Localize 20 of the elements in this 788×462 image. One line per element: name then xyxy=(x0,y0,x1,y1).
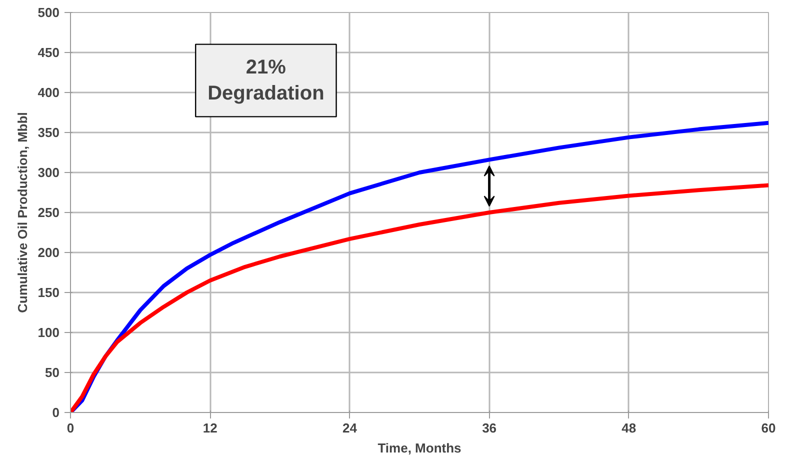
y-tick-label: 300 xyxy=(38,165,60,180)
x-tick-label: 36 xyxy=(482,420,497,436)
y-axis-title: Cumulative Oil Production, Mbbl xyxy=(14,112,30,313)
x-axis-title: Time, Months xyxy=(378,440,462,456)
y-tick-label: 0 xyxy=(52,405,60,420)
y-tick-label: 450 xyxy=(38,45,60,60)
y-tick-label: 150 xyxy=(38,285,60,300)
y-tick-label: 400 xyxy=(38,85,60,100)
y-tick-label: 50 xyxy=(45,365,60,380)
annotation: 21% Degradation xyxy=(208,56,324,105)
x-tick-label: 60 xyxy=(761,420,776,436)
y-tick-label: 200 xyxy=(38,245,60,260)
x-tick-label: 0 xyxy=(66,420,74,436)
x-tick-label: 48 xyxy=(622,420,636,436)
y-tick-label: 350 xyxy=(38,125,60,140)
x-tick-label: 12 xyxy=(202,420,218,436)
y-tick-label: 500 xyxy=(38,5,60,20)
y-tick-label: 100 xyxy=(38,325,60,340)
x-tick-label: 24 xyxy=(342,420,358,436)
y-tick-label: 250 xyxy=(38,205,60,220)
